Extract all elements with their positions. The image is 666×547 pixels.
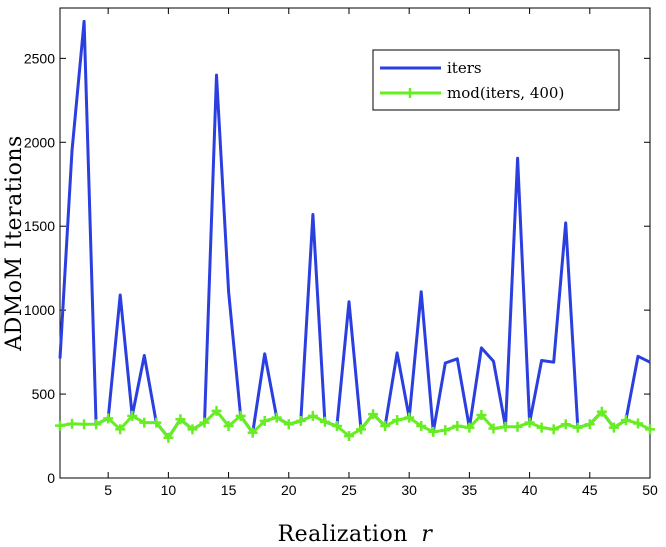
- x-tick-label: 5: [104, 482, 112, 498]
- data-point-marker: [67, 418, 78, 429]
- data-point-marker: [392, 415, 403, 426]
- x-axis: 5 10 15 20 25 30 35 40 45 50: [104, 8, 658, 498]
- x-axis-title: Realization r: [278, 522, 434, 547]
- x-tick-label: 30: [401, 482, 417, 498]
- data-point-marker: [356, 424, 367, 435]
- data-point-marker: [560, 419, 571, 430]
- data-point-marker: [536, 422, 547, 433]
- data-point-marker: [175, 414, 186, 425]
- data-point-marker: [331, 420, 342, 431]
- legend: iters mod(iters, 400): [372, 49, 620, 111]
- data-point-marker: [151, 417, 162, 428]
- x-tick-label: 15: [221, 482, 237, 498]
- y-tick-label: 1500: [24, 218, 55, 234]
- data-point-marker: [115, 424, 126, 435]
- data-point-marker: [404, 412, 415, 423]
- data-point-marker: [79, 419, 90, 430]
- legend-label-iters: iters: [447, 59, 482, 77]
- data-point-marker: [55, 420, 65, 431]
- data-point-marker: [223, 420, 234, 431]
- data-point-marker: [488, 423, 499, 434]
- data-point-marker: [199, 417, 210, 428]
- data-point-marker: [235, 410, 246, 421]
- data-point-marker: [524, 417, 535, 428]
- data-point-marker: [620, 415, 631, 426]
- data-point-marker: [283, 419, 294, 430]
- data-point-marker: [596, 406, 607, 417]
- data-point-marker: [584, 419, 595, 430]
- x-tick-label: 20: [281, 482, 297, 498]
- data-point-marker: [187, 424, 198, 435]
- data-point-marker: [368, 409, 379, 420]
- y-tick-label: 500: [32, 386, 56, 402]
- y-tick-label: 2000: [24, 134, 55, 150]
- data-point-marker: [259, 415, 270, 426]
- data-point-marker: [464, 422, 475, 433]
- data-point-marker: [343, 431, 354, 442]
- data-point-marker: [416, 420, 427, 431]
- x-tick-label: 35: [462, 482, 478, 498]
- data-point-marker: [103, 413, 114, 424]
- y-axis-title: ADMoM Iterations: [2, 135, 27, 352]
- data-point-marker: [440, 425, 451, 436]
- data-point-marker: [271, 412, 282, 423]
- data-point-marker: [380, 420, 391, 431]
- y-tick-label: 0: [47, 470, 55, 486]
- data-point-marker: [452, 420, 463, 431]
- y-tick-label: 2500: [24, 50, 55, 66]
- x-axis-title-text: Realization: [278, 522, 408, 547]
- data-point-marker: [428, 426, 439, 437]
- legend-label-mod: mod(iters, 400): [447, 84, 564, 102]
- data-point-marker: [295, 415, 306, 426]
- x-tick-label: 10: [161, 482, 177, 498]
- data-point-marker: [632, 418, 643, 429]
- data-point-marker: [512, 421, 523, 432]
- data-point-marker: [127, 410, 138, 421]
- data-point-marker: [247, 427, 258, 438]
- data-point-marker: [645, 424, 655, 435]
- data-point-marker: [476, 410, 487, 421]
- y-tick-label: 1000: [24, 302, 55, 318]
- y-axis: 0 500 1000 1500 2000 2500: [24, 50, 650, 486]
- x-tick-label: 45: [582, 482, 598, 498]
- data-point-marker: [91, 419, 102, 430]
- data-point-marker: [608, 422, 619, 433]
- data-point-marker: [139, 417, 150, 428]
- x-tick-label: 40: [522, 482, 538, 498]
- legend-swatch-mod-marker: [405, 88, 415, 98]
- x-axis-title-var: r: [421, 522, 433, 547]
- legend-box: [372, 49, 620, 111]
- data-point-marker: [319, 416, 330, 427]
- x-tick-label: 25: [341, 482, 357, 498]
- data-point-marker: [572, 422, 583, 433]
- data-point-marker: [548, 424, 559, 435]
- data-point-marker: [211, 405, 222, 416]
- series-layer: [55, 19, 655, 443]
- x-tick-label: 50: [642, 482, 658, 498]
- data-point-marker: [500, 421, 511, 432]
- data-point-marker: [163, 432, 174, 443]
- data-point-marker: [307, 410, 318, 421]
